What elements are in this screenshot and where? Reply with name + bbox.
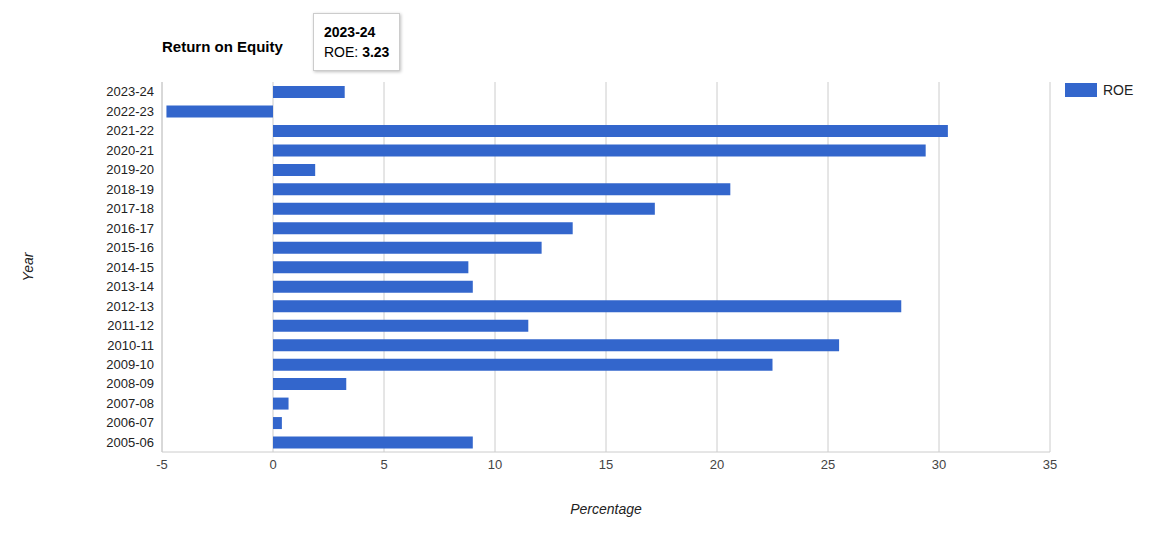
svg-text:Percentage: Percentage [570, 501, 642, 517]
svg-text:2014-15: 2014-15 [106, 260, 154, 275]
svg-text:2015-16: 2015-16 [106, 240, 154, 255]
svg-text:2006-07: 2006-07 [106, 415, 154, 430]
svg-text:25: 25 [821, 457, 835, 472]
svg-text:20: 20 [710, 457, 724, 472]
svg-text:2017-18: 2017-18 [106, 201, 154, 216]
svg-text:5: 5 [380, 457, 387, 472]
html-text:2023-24: 2023-24 [324, 24, 376, 40]
svg-text:2011-12: 2011-12 [107, 318, 154, 333]
svg-text:Year: Year [20, 251, 36, 281]
svg-text:30: 30 [932, 457, 946, 472]
svg-text:2018-19: 2018-19 [106, 182, 154, 197]
svg-text:2008-09: 2008-09 [106, 376, 154, 391]
svg-text:2021-22: 2021-22 [106, 123, 154, 138]
svg-text:2022-23: 2022-23 [106, 104, 154, 119]
svg-text:-5: -5 [156, 457, 168, 472]
svg-text:2010-11: 2010-11 [107, 338, 154, 353]
svg-text:2012-13: 2012-13 [106, 299, 154, 314]
svg-text:2019-20: 2019-20 [106, 162, 154, 177]
svg-text:2020-21: 2020-21 [106, 143, 154, 158]
svg-text:10: 10 [488, 457, 502, 472]
svg-text:2013-14: 2013-14 [106, 279, 154, 294]
svg-text:35: 35 [1043, 457, 1057, 472]
svg-text:2005-06: 2005-06 [106, 435, 154, 450]
svg-text:15: 15 [599, 457, 613, 472]
svg-text:2007-08: 2007-08 [106, 396, 154, 411]
html-text:ROE: ROE [1103, 82, 1134, 98]
html-text:ROE: 3.23: ROE: 3.23 [324, 44, 390, 60]
svg-text:2023-24: 2023-24 [106, 84, 154, 99]
svg-text:2009-10: 2009-10 [106, 357, 154, 372]
html-text:Return on Equity: Return on Equity [162, 38, 283, 55]
svg-text:2016-17: 2016-17 [106, 221, 154, 236]
svg-text:0: 0 [269, 457, 276, 472]
